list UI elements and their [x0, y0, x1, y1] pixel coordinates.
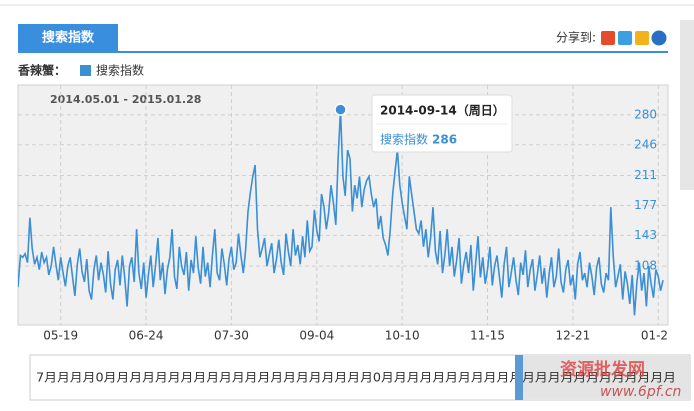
watermark-url: www.6pf.cn: [600, 384, 681, 400]
x-tick-label: 09-04: [299, 329, 334, 343]
share-icon[interactable]: [618, 31, 632, 45]
x-tick-label: 01-26: [641, 329, 676, 343]
share-icon[interactable]: [601, 31, 615, 45]
x-tick-label: 06-24: [129, 329, 164, 343]
y-tick-label: 177: [634, 198, 657, 212]
date-range: 2014.05.01 - 2015.01.28: [50, 93, 201, 106]
tooltip-label: 搜索指数: [380, 132, 428, 147]
x-tick-label: 12-21: [555, 329, 590, 343]
share-icon[interactable]: [651, 30, 667, 46]
hover-point: [334, 103, 347, 116]
legend-swatch: [80, 65, 91, 76]
tooltip-value: 286: [432, 133, 457, 147]
y-tick-label: 246: [634, 137, 657, 151]
x-tick-label: 05-19: [43, 329, 78, 343]
y-tick-label: 143: [634, 228, 657, 242]
x-tick-label: 11-15: [470, 329, 505, 343]
share-label: 分享到:: [556, 30, 596, 45]
watermark: 资源批发网: [560, 359, 645, 380]
y-tick-label: 211: [634, 168, 657, 182]
tab-label: 搜索指数: [42, 30, 95, 46]
scrollbar: [680, 20, 694, 190]
timeline-handle[interactable]: [515, 355, 523, 400]
subject: 香辣蟹：: [17, 63, 66, 78]
x-tick-label: 10-10: [385, 329, 420, 343]
share-icon[interactable]: [635, 31, 649, 45]
tooltip-title: 2014-09-14（周日）: [380, 103, 505, 118]
tab[interactable]: [18, 24, 118, 52]
y-tick-label: 280: [634, 107, 657, 121]
x-tick-label: 07-30: [214, 329, 249, 343]
legend-label: 搜索指数: [96, 63, 144, 78]
timeline-shade: [521, 356, 690, 399]
